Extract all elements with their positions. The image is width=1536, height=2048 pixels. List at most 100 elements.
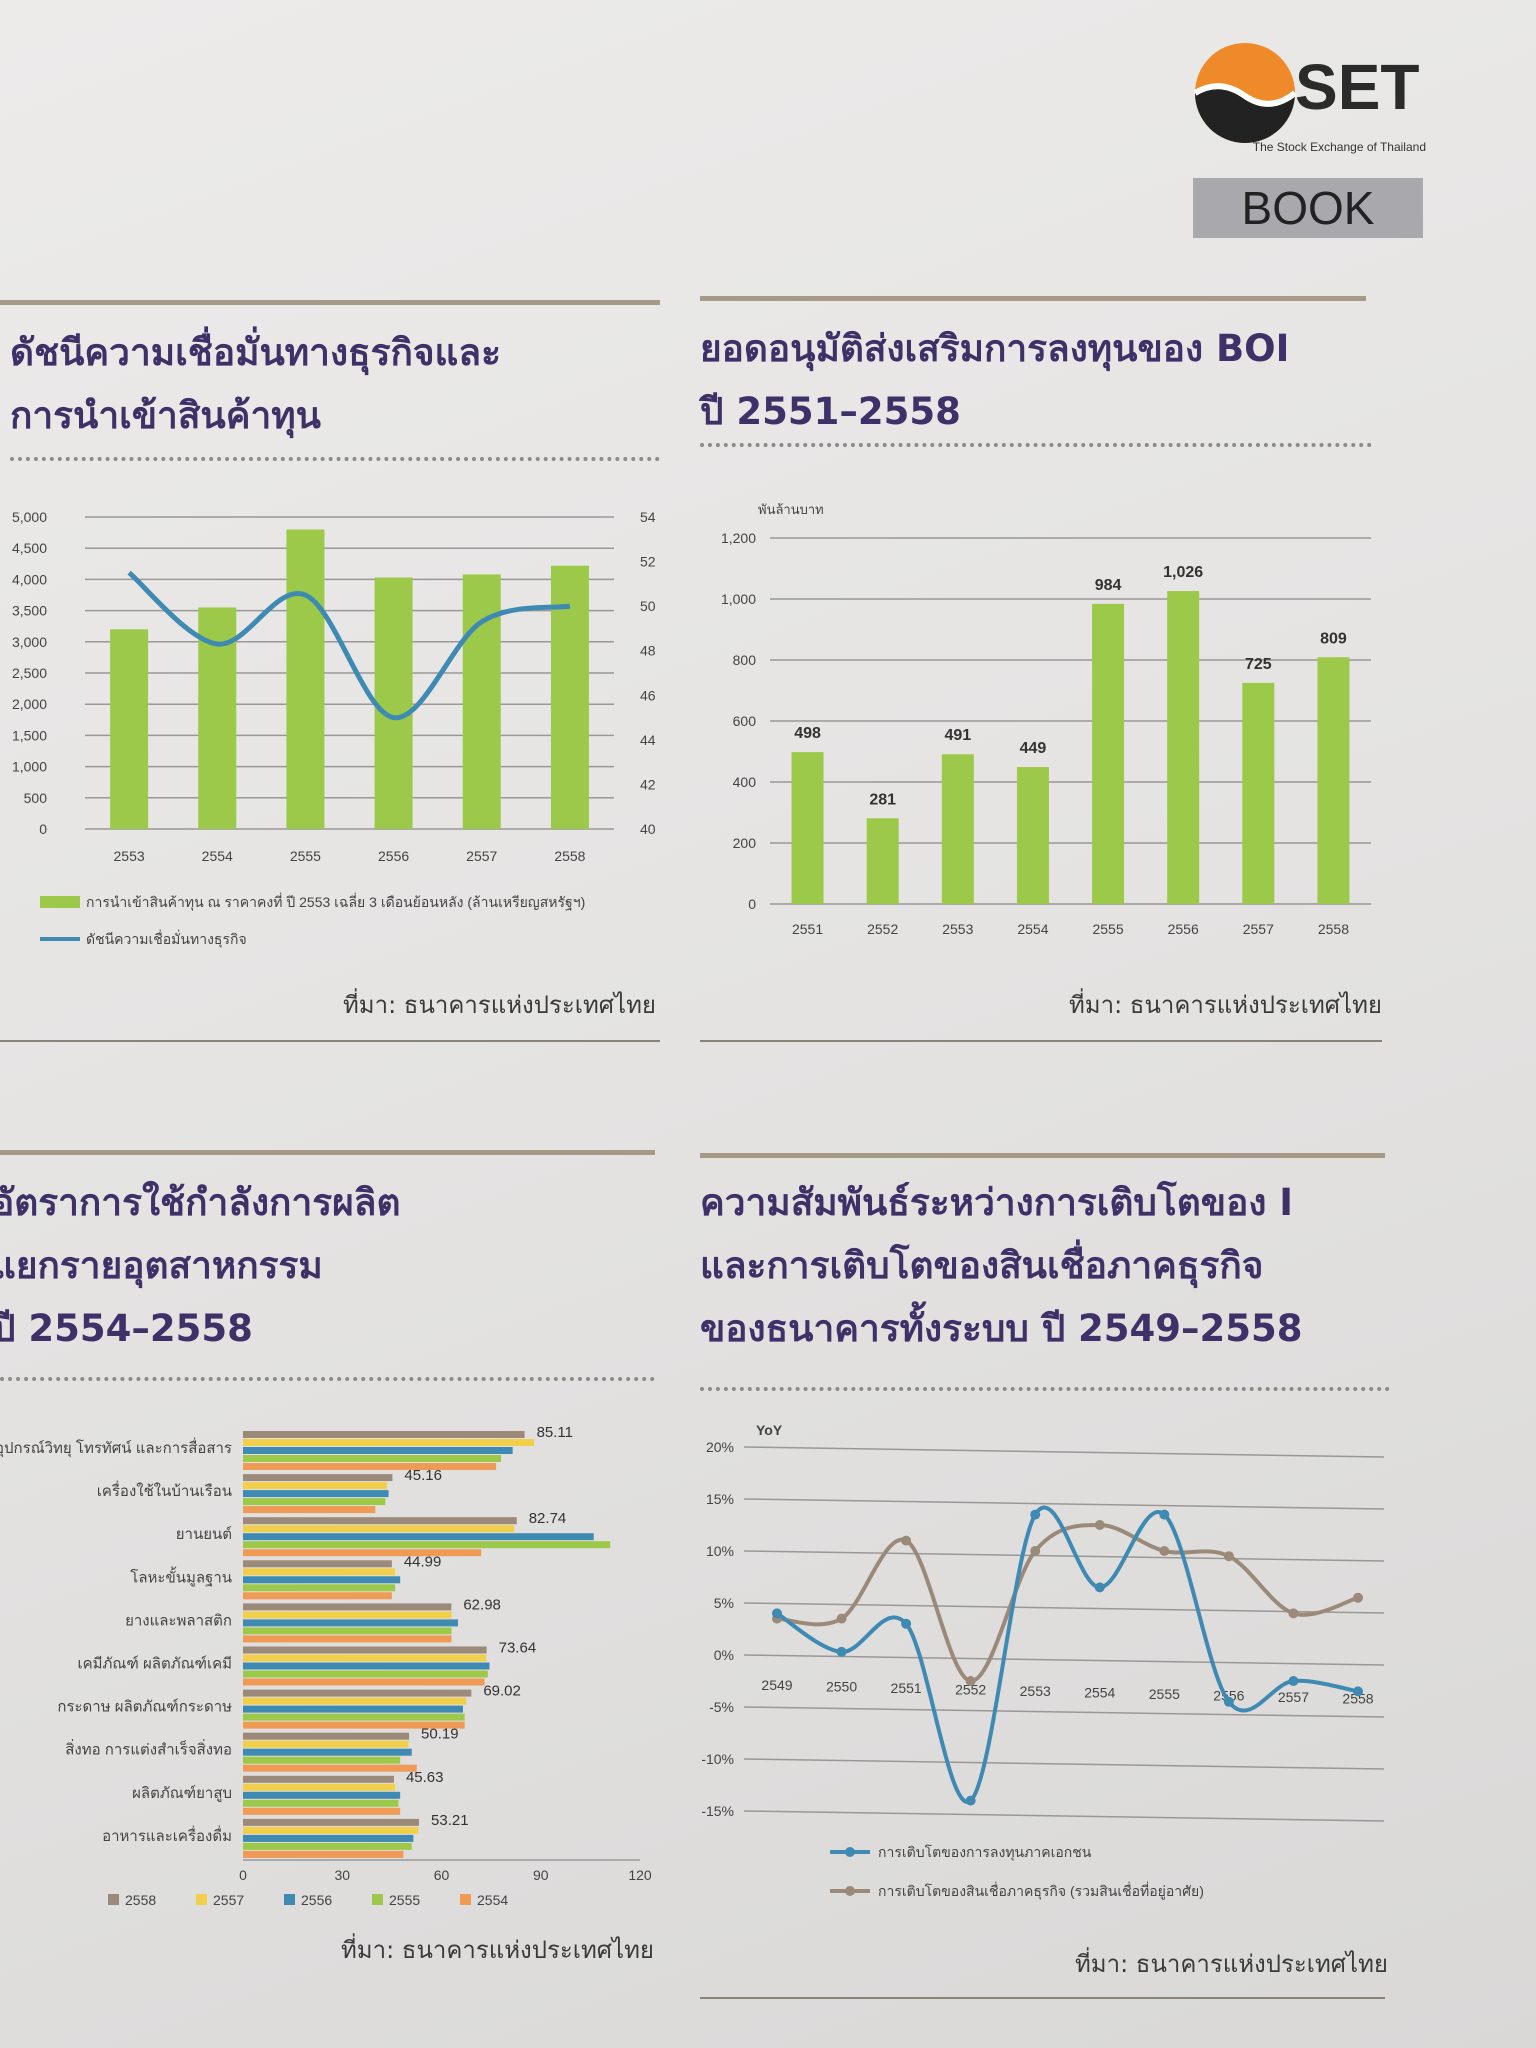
bar-2554 <box>243 1807 401 1815</box>
chart3-title: อัตราการใช้กำลังการผลิต แยกรายอุตสาหกรรม… <box>0 1172 400 1361</box>
y-tick-label: 0% <box>714 1647 734 1663</box>
bar <box>1092 603 1125 904</box>
y-tick-label: 3,000 <box>12 634 47 650</box>
dotted-divider <box>10 457 660 461</box>
data-label: 45.16 <box>404 1467 442 1484</box>
bar-2555 <box>243 1713 465 1721</box>
bar-2557 <box>243 1826 419 1834</box>
data-label: 44.99 <box>404 1553 442 1570</box>
bar <box>1242 682 1275 904</box>
x-tick-label: 2552 <box>955 1682 986 1698</box>
data-point <box>1094 1582 1105 1593</box>
gridline <box>743 1498 1385 1510</box>
chart2-source: ที่มา: ธนาคารแห่งประเทศไทย <box>1068 991 1382 1019</box>
chart4-title: ความสัมพันธ์ระหว่างการเติบโตของ I และการ… <box>700 1172 1303 1361</box>
divider <box>0 300 660 305</box>
data-point <box>1030 1509 1041 1520</box>
bar-2556 <box>243 1748 412 1756</box>
divider <box>700 1997 1385 1999</box>
legend-label: 2555 <box>389 1892 420 1908</box>
legend-swatch <box>196 1894 207 1905</box>
data-point <box>965 1676 976 1686</box>
bar-2556 <box>243 1834 414 1842</box>
bar-2557 <box>243 1568 396 1576</box>
legend-swatch <box>40 896 80 908</box>
chart1-title: ดัชนีความเชื่อมั่นทางธุรกิจและ การนำเข้า… <box>10 322 501 448</box>
x-tick-label: 2556 <box>378 848 409 864</box>
data-label: 73.64 <box>499 1640 537 1657</box>
bar-2558 <box>243 1818 420 1826</box>
bar-2557 <box>243 1439 535 1446</box>
bar-2554 <box>243 1850 404 1858</box>
bar-2558 <box>243 1646 487 1654</box>
bar <box>866 818 899 904</box>
y-tick-label: 0 <box>748 896 756 912</box>
title-line: ความสัมพันธ์ระหว่างการเติบโตของ I <box>700 1181 1294 1224</box>
category-label: ยานยนต์ <box>176 1526 232 1543</box>
title-line: ดัชนีความเชื่อมั่นทางธุรกิจและ <box>10 331 501 374</box>
y-tick-label: 1,200 <box>721 530 756 546</box>
x-tick-label: 60 <box>434 1867 450 1883</box>
bar-2554 <box>243 1764 417 1772</box>
category-label: ยางและพลาสติก <box>125 1612 232 1629</box>
y-tick-label: 15% <box>706 1491 734 1507</box>
y-tick-label: 1,500 <box>12 727 47 743</box>
bar-2556 <box>243 1447 513 1454</box>
category-label: เครื่องใช้ในบ้านเรือน <box>97 1480 232 1500</box>
y2-tick-label: 54 <box>640 509 656 525</box>
x-tick-label: 2555 <box>1149 1686 1180 1702</box>
x-tick-label: 2553 <box>114 848 145 864</box>
y2-tick-label: 50 <box>640 598 656 614</box>
divider <box>0 1040 660 1042</box>
y-tick-label: 1,000 <box>721 591 756 607</box>
data-point <box>901 1535 912 1546</box>
title-line: ปี 2554–2558 <box>0 1306 253 1350</box>
data-label: 491 <box>944 727 971 744</box>
data-point <box>1288 1608 1299 1619</box>
x-tick-label: 2550 <box>826 1679 857 1695</box>
divider <box>700 296 1366 301</box>
x-tick-label: 2558 <box>1318 921 1349 937</box>
y2-tick-label: 44 <box>640 732 656 748</box>
data-label: 498 <box>794 725 821 742</box>
y-tick-label: 400 <box>733 774 757 790</box>
y-tick-label: 20% <box>706 1439 734 1455</box>
x-tick-label: 2557 <box>466 848 497 864</box>
y-tick-label: 1,000 <box>12 759 47 775</box>
x-tick-label: 90 <box>533 1867 549 1883</box>
data-label: 1,026 <box>1163 564 1203 581</box>
bar-2557 <box>243 1783 396 1791</box>
bar-2554 <box>243 1721 465 1729</box>
chart1-business-confidence: 0 500 1,000 1,500 2,000 2,500 3,000 3,500 4,000 4… <box>12 509 656 948</box>
category-label: โลหะขั้นมูลฐาน <box>130 1566 232 1586</box>
data-label: 45.63 <box>406 1769 444 1786</box>
legend-label: การเติบโตของสินเชื่อภาคธุรกิจ (รวมสินเชื… <box>878 1882 1204 1900</box>
data-point <box>1030 1546 1041 1556</box>
x-tick-label: 2555 <box>1092 921 1123 937</box>
title-line: ปี 2551–2558 <box>700 389 961 433</box>
bar-2554 <box>243 1635 452 1643</box>
legend-marker <box>845 1886 855 1896</box>
bar <box>110 629 149 829</box>
x-tick-label: 2551 <box>891 1680 922 1696</box>
chart3-source: ที่มา: ธนาคารแห่งประเทศไทย <box>340 1936 654 1964</box>
bar-2554 <box>243 1549 482 1557</box>
data-point <box>1353 1686 1363 1697</box>
y-axis-unit: พันล้านบาท <box>758 502 824 517</box>
y-tick-label: 5,000 <box>12 509 47 525</box>
chart3-capacity-utilization: อุปกรณ์วิทยุ โทรทัศน์ และการสื่อสาร 85.11… <box>0 1424 652 1908</box>
logo-tagline: The Stock Exchange of Thailand <box>1252 140 1426 154</box>
data-point <box>836 1646 847 1657</box>
legend-label: 2554 <box>477 1892 508 1908</box>
y-tick-label: 10% <box>706 1543 734 1559</box>
bar-2555 <box>243 1455 502 1462</box>
divider <box>700 1040 1382 1042</box>
y-tick-label: 3,500 <box>12 603 47 619</box>
title-line: และการเติบโตของสินเชื่อภาคธุรกิจ <box>700 1243 1264 1287</box>
set-logo-mark <box>1193 43 1297 143</box>
bar-2555 <box>243 1756 401 1764</box>
set-logo: SET The Stock Exchange of Thailand <box>1190 38 1430 163</box>
bar-2558 <box>243 1431 525 1438</box>
data-label: 449 <box>1020 740 1047 757</box>
bar-2557 <box>243 1482 387 1490</box>
